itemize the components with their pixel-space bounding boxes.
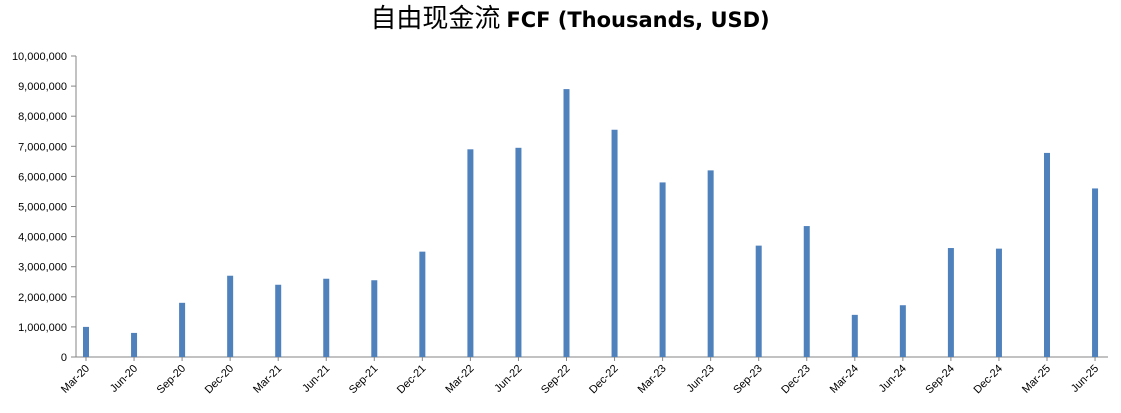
bar-mar-25 <box>1044 152 1050 357</box>
bar-mar-20 <box>83 326 89 357</box>
bar-dec-23 <box>803 226 810 357</box>
x-tick-label: Sep-21 <box>347 363 381 397</box>
bar-dec-21 <box>419 251 426 357</box>
x-tick-label: Mar-23 <box>636 363 669 396</box>
y-tick-label: 9,000,000 <box>18 81 67 93</box>
bar-sep-20 <box>179 302 186 357</box>
bar-dec-24 <box>995 248 1002 357</box>
x-tick-label: Sep-23 <box>731 363 765 397</box>
x-tick-label: Jun-20 <box>108 363 140 395</box>
bar-mar-21 <box>275 284 282 357</box>
bar-jun-23 <box>707 170 714 357</box>
x-tick-label: Jun-21 <box>300 363 332 395</box>
bar-mar-24 <box>851 314 858 357</box>
y-tick-label: 3,000,000 <box>18 262 67 274</box>
x-tick-label: Dec-23 <box>779 363 813 397</box>
bar-dec-20 <box>227 275 234 357</box>
bar-sep-23 <box>755 245 762 357</box>
bar-jun-25 <box>1092 188 1099 357</box>
x-tick-label: Jun-22 <box>492 363 524 395</box>
x-tick-label: Sep-22 <box>539 363 573 397</box>
bar-jun-21 <box>323 278 330 357</box>
y-tick-label: 6,000,000 <box>18 171 67 183</box>
bar-mar-22 <box>467 149 474 357</box>
x-tick-label: Mar-21 <box>251 363 284 396</box>
chart-title-english: FCF (Thousands, USD) <box>506 8 769 32</box>
x-tick-label: Sep-20 <box>155 363 189 397</box>
x-tick-label: Sep-24 <box>923 363 957 397</box>
x-tick-label: Dec-22 <box>587 363 621 397</box>
bar-sep-21 <box>371 280 378 357</box>
x-tick-label: Jun-24 <box>877 363 909 395</box>
bar-jun-22 <box>515 147 522 357</box>
y-tick-label: 10,000,000 <box>12 51 67 63</box>
y-tick-label: 0 <box>61 352 67 364</box>
x-tick-label: Jun-23 <box>684 363 716 395</box>
y-tick-label: 1,000,000 <box>18 322 67 334</box>
y-tick-label: 2,000,000 <box>18 292 67 304</box>
chart-title: 自由现金流 FCF (Thousands, USD) <box>370 4 769 34</box>
y-tick-label: 7,000,000 <box>18 141 67 153</box>
bar-jun-24 <box>899 305 906 357</box>
bar-mar-23 <box>659 182 666 357</box>
bar-dec-22 <box>611 129 618 357</box>
bar-jun-20 <box>131 332 138 357</box>
y-tick-label: 5,000,000 <box>18 202 67 214</box>
chart-title-chinese: 自由现金流 <box>370 4 500 34</box>
bar-sep-24 <box>947 248 954 357</box>
x-tick-label: Mar-25 <box>1020 363 1053 396</box>
bar-sep-22 <box>563 89 570 358</box>
x-tick-label: Mar-20 <box>59 363 92 396</box>
x-tick-label: Dec-21 <box>395 363 429 397</box>
y-tick-label: 4,000,000 <box>18 232 67 244</box>
y-tick-label: 8,000,000 <box>18 111 67 123</box>
x-tick-label: Mar-22 <box>443 363 476 396</box>
x-tick-label: Mar-24 <box>828 363 861 396</box>
x-tick-label: Jun-25 <box>1069 363 1101 395</box>
plot-area: 0 1,000,000 2,000,000 3,000,000 4,000,000 5,0… <box>12 51 1108 396</box>
x-tick-label: Dec-20 <box>203 363 237 397</box>
x-tick-label: Dec-24 <box>972 363 1006 397</box>
